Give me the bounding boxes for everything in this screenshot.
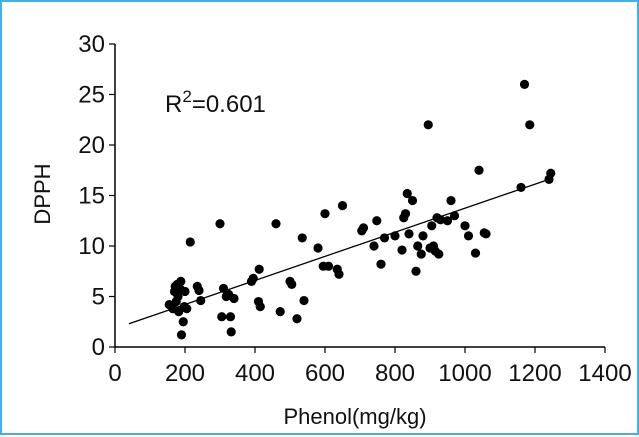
r2-label: R — [165, 91, 182, 118]
data-point — [369, 241, 379, 251]
x-tick-label: 0 — [108, 360, 121, 387]
data-point — [176, 276, 186, 286]
y-axis-label: DPPH — [30, 163, 55, 224]
x-tick-label: 1200 — [508, 360, 561, 387]
y-tick-label: 20 — [78, 132, 105, 159]
data-point — [525, 120, 535, 130]
data-point — [446, 195, 456, 206]
data-point — [173, 291, 183, 302]
data-point — [271, 219, 281, 229]
data-point — [376, 259, 386, 269]
data-point — [217, 312, 227, 322]
y-tick-label: 5 — [92, 284, 105, 311]
x-tick-label: 1400 — [578, 360, 631, 387]
data-point — [449, 211, 460, 221]
data-point — [180, 286, 190, 297]
data-point — [407, 195, 418, 206]
data-point — [323, 261, 334, 271]
data-point — [292, 314, 302, 324]
data-point — [299, 295, 309, 306]
data-point — [402, 188, 412, 199]
data-point — [397, 245, 407, 255]
trendline — [128, 178, 550, 325]
data-point — [337, 201, 348, 211]
x-tick-label: 600 — [305, 360, 345, 387]
data-point — [182, 304, 192, 314]
x-ticks: 0 200 400 600 800 1000 1200 1400 — [108, 347, 632, 387]
data-point — [404, 229, 414, 239]
data-point — [481, 229, 491, 239]
data-point — [474, 165, 484, 175]
data-point — [275, 307, 285, 317]
r2-value: =0.601 — [192, 91, 266, 118]
data-point — [194, 285, 204, 296]
data-point — [434, 249, 444, 259]
data-point — [519, 79, 530, 89]
data-point — [229, 293, 239, 304]
data-point — [423, 120, 433, 130]
data-point — [460, 221, 470, 231]
data-point — [416, 249, 426, 259]
data-point — [225, 312, 236, 322]
r-squared-annotation: R2=0.601 — [165, 87, 266, 118]
data-point — [546, 168, 556, 178]
data-point — [413, 241, 423, 251]
y-tick-label: 10 — [78, 233, 105, 260]
y-tick-label: 15 — [78, 183, 105, 210]
x-tick-label: 200 — [165, 360, 205, 387]
data-point — [215, 219, 225, 229]
data-point — [178, 317, 188, 327]
data-point — [176, 330, 187, 340]
data-point — [287, 279, 297, 289]
data-point — [297, 233, 307, 243]
data-point — [254, 264, 264, 274]
y-tick-label: 25 — [78, 82, 105, 109]
data-point — [372, 216, 382, 226]
data-point — [320, 209, 330, 219]
data-point — [226, 327, 236, 337]
y-tick-label: 30 — [78, 31, 105, 58]
data-point — [470, 248, 481, 258]
data-point — [427, 221, 437, 231]
data-point — [463, 231, 474, 241]
data-point — [400, 209, 411, 219]
data-point — [418, 231, 428, 241]
x-axis-label: Phenol(mg/kg) — [283, 404, 426, 429]
x-tick-label: 400 — [235, 360, 275, 387]
data-point — [358, 223, 369, 233]
r2-superscript: 2 — [182, 87, 191, 106]
data-point — [185, 237, 195, 247]
x-tick-label: 800 — [375, 360, 415, 387]
y-tick-label: 0 — [92, 334, 105, 361]
data-point — [442, 216, 453, 226]
data-points — [164, 79, 556, 340]
x-tick-label: 1000 — [438, 360, 491, 387]
data-point — [313, 243, 323, 253]
data-point — [411, 266, 421, 276]
data-point — [334, 269, 344, 279]
plot-area: 0 5 10 15 20 25 30 0 200 400 600 800 1000 1200 1400 — [78, 31, 631, 387]
data-point — [255, 302, 265, 312]
y-ticks: 0 5 10 15 20 25 30 — [78, 31, 115, 361]
